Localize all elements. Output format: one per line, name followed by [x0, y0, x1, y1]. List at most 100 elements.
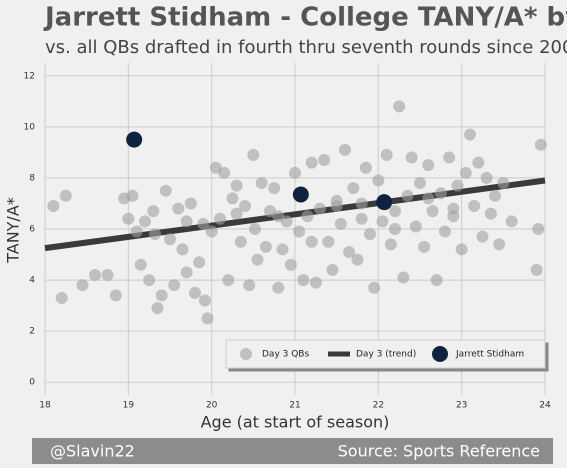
data-point [205, 225, 218, 238]
legend-label: Day 3 QBs [262, 350, 309, 360]
data-point [334, 217, 347, 230]
data-point [143, 274, 156, 287]
data-point [484, 207, 497, 220]
data-point [422, 159, 435, 172]
chart-subtitle: vs. all QBs drafted in fourth thru seven… [45, 37, 567, 58]
data-point [126, 189, 139, 202]
data-point [89, 268, 101, 281]
data-point [443, 151, 456, 164]
data-point [393, 100, 406, 113]
legend-label: Jarrett Stidham [455, 350, 524, 360]
data-point [247, 148, 260, 161]
data-point [101, 268, 114, 281]
data-point [397, 271, 410, 284]
data-point [301, 210, 314, 223]
data-point [455, 243, 468, 256]
data-point [476, 230, 489, 243]
legend-label: Day 3 (trend) [356, 350, 416, 360]
data-point [384, 238, 397, 251]
data-point [355, 212, 368, 225]
data-point [309, 276, 322, 289]
data-point [497, 177, 510, 190]
data-point [268, 182, 281, 195]
highlight-point [292, 186, 309, 203]
data-point [147, 205, 160, 218]
data-point [355, 197, 368, 210]
x-tick-label: 18 [39, 401, 51, 411]
data-point [289, 166, 301, 179]
data-point [218, 166, 231, 179]
data-point [230, 207, 243, 220]
x-tick-label: 19 [123, 401, 135, 411]
data-point [284, 258, 297, 271]
data-point [139, 215, 151, 228]
legend-swatch [240, 348, 252, 360]
data-point [401, 189, 414, 202]
data-point [389, 223, 401, 235]
data-point [109, 289, 122, 302]
data-point [189, 286, 201, 299]
data-point [226, 192, 239, 205]
data-point [199, 294, 211, 307]
data-point [468, 200, 481, 213]
footer-source: Source: Sports Reference [338, 442, 540, 461]
data-point [272, 281, 285, 294]
data-point [122, 212, 135, 225]
data-point [426, 205, 439, 218]
data-point [434, 187, 447, 200]
data-point [168, 279, 181, 292]
data-point [222, 274, 235, 287]
footer-credit: @Slavin22 [50, 442, 135, 461]
data-point [272, 210, 285, 223]
data-point [155, 289, 168, 302]
data-point [276, 243, 289, 256]
data-point [201, 312, 214, 325]
x-tick-label: 20 [206, 401, 218, 411]
data-point [372, 174, 385, 187]
data-point [439, 225, 451, 238]
chart-title: Jarrett Stidham - College TANY/A* by Age [43, 3, 567, 33]
data-point [351, 253, 364, 266]
data-point [464, 128, 476, 141]
data-point [534, 138, 547, 151]
data-point [134, 258, 147, 271]
data-point [164, 233, 176, 246]
legend-box [225, 339, 546, 369]
data-point [239, 200, 251, 213]
footer-bar [32, 438, 553, 464]
legend-swatch [432, 346, 448, 362]
data-point [297, 274, 310, 287]
data-point [339, 143, 351, 156]
y-tick-label: 12 [24, 71, 35, 81]
data-point [249, 223, 261, 235]
data-point [409, 220, 422, 233]
data-point [59, 189, 72, 202]
data-point [255, 177, 268, 190]
x-tick-label: 22 [373, 401, 384, 411]
data-point [318, 154, 331, 167]
data-point [505, 215, 518, 228]
data-point [359, 161, 372, 174]
data-point [368, 281, 381, 294]
data-point [480, 171, 493, 184]
data-point [197, 217, 210, 230]
data-point [305, 235, 318, 248]
data-point [530, 263, 543, 276]
data-point [343, 245, 356, 258]
data-point [422, 192, 435, 205]
x-tick-label: 21 [289, 401, 300, 411]
data-point [305, 156, 318, 169]
highlight-point [126, 131, 143, 148]
data-point [76, 279, 89, 292]
data-point [230, 179, 243, 192]
data-point [330, 200, 343, 213]
y-tick-label: 10 [24, 122, 36, 132]
y-tick-label: 4 [29, 276, 35, 286]
trend-line [44, 177, 546, 252]
data-point [149, 228, 161, 241]
data-point [180, 266, 193, 279]
y-tick-label: 6 [29, 225, 35, 235]
y-tick-label: 0 [29, 378, 35, 388]
data-point [55, 291, 68, 304]
